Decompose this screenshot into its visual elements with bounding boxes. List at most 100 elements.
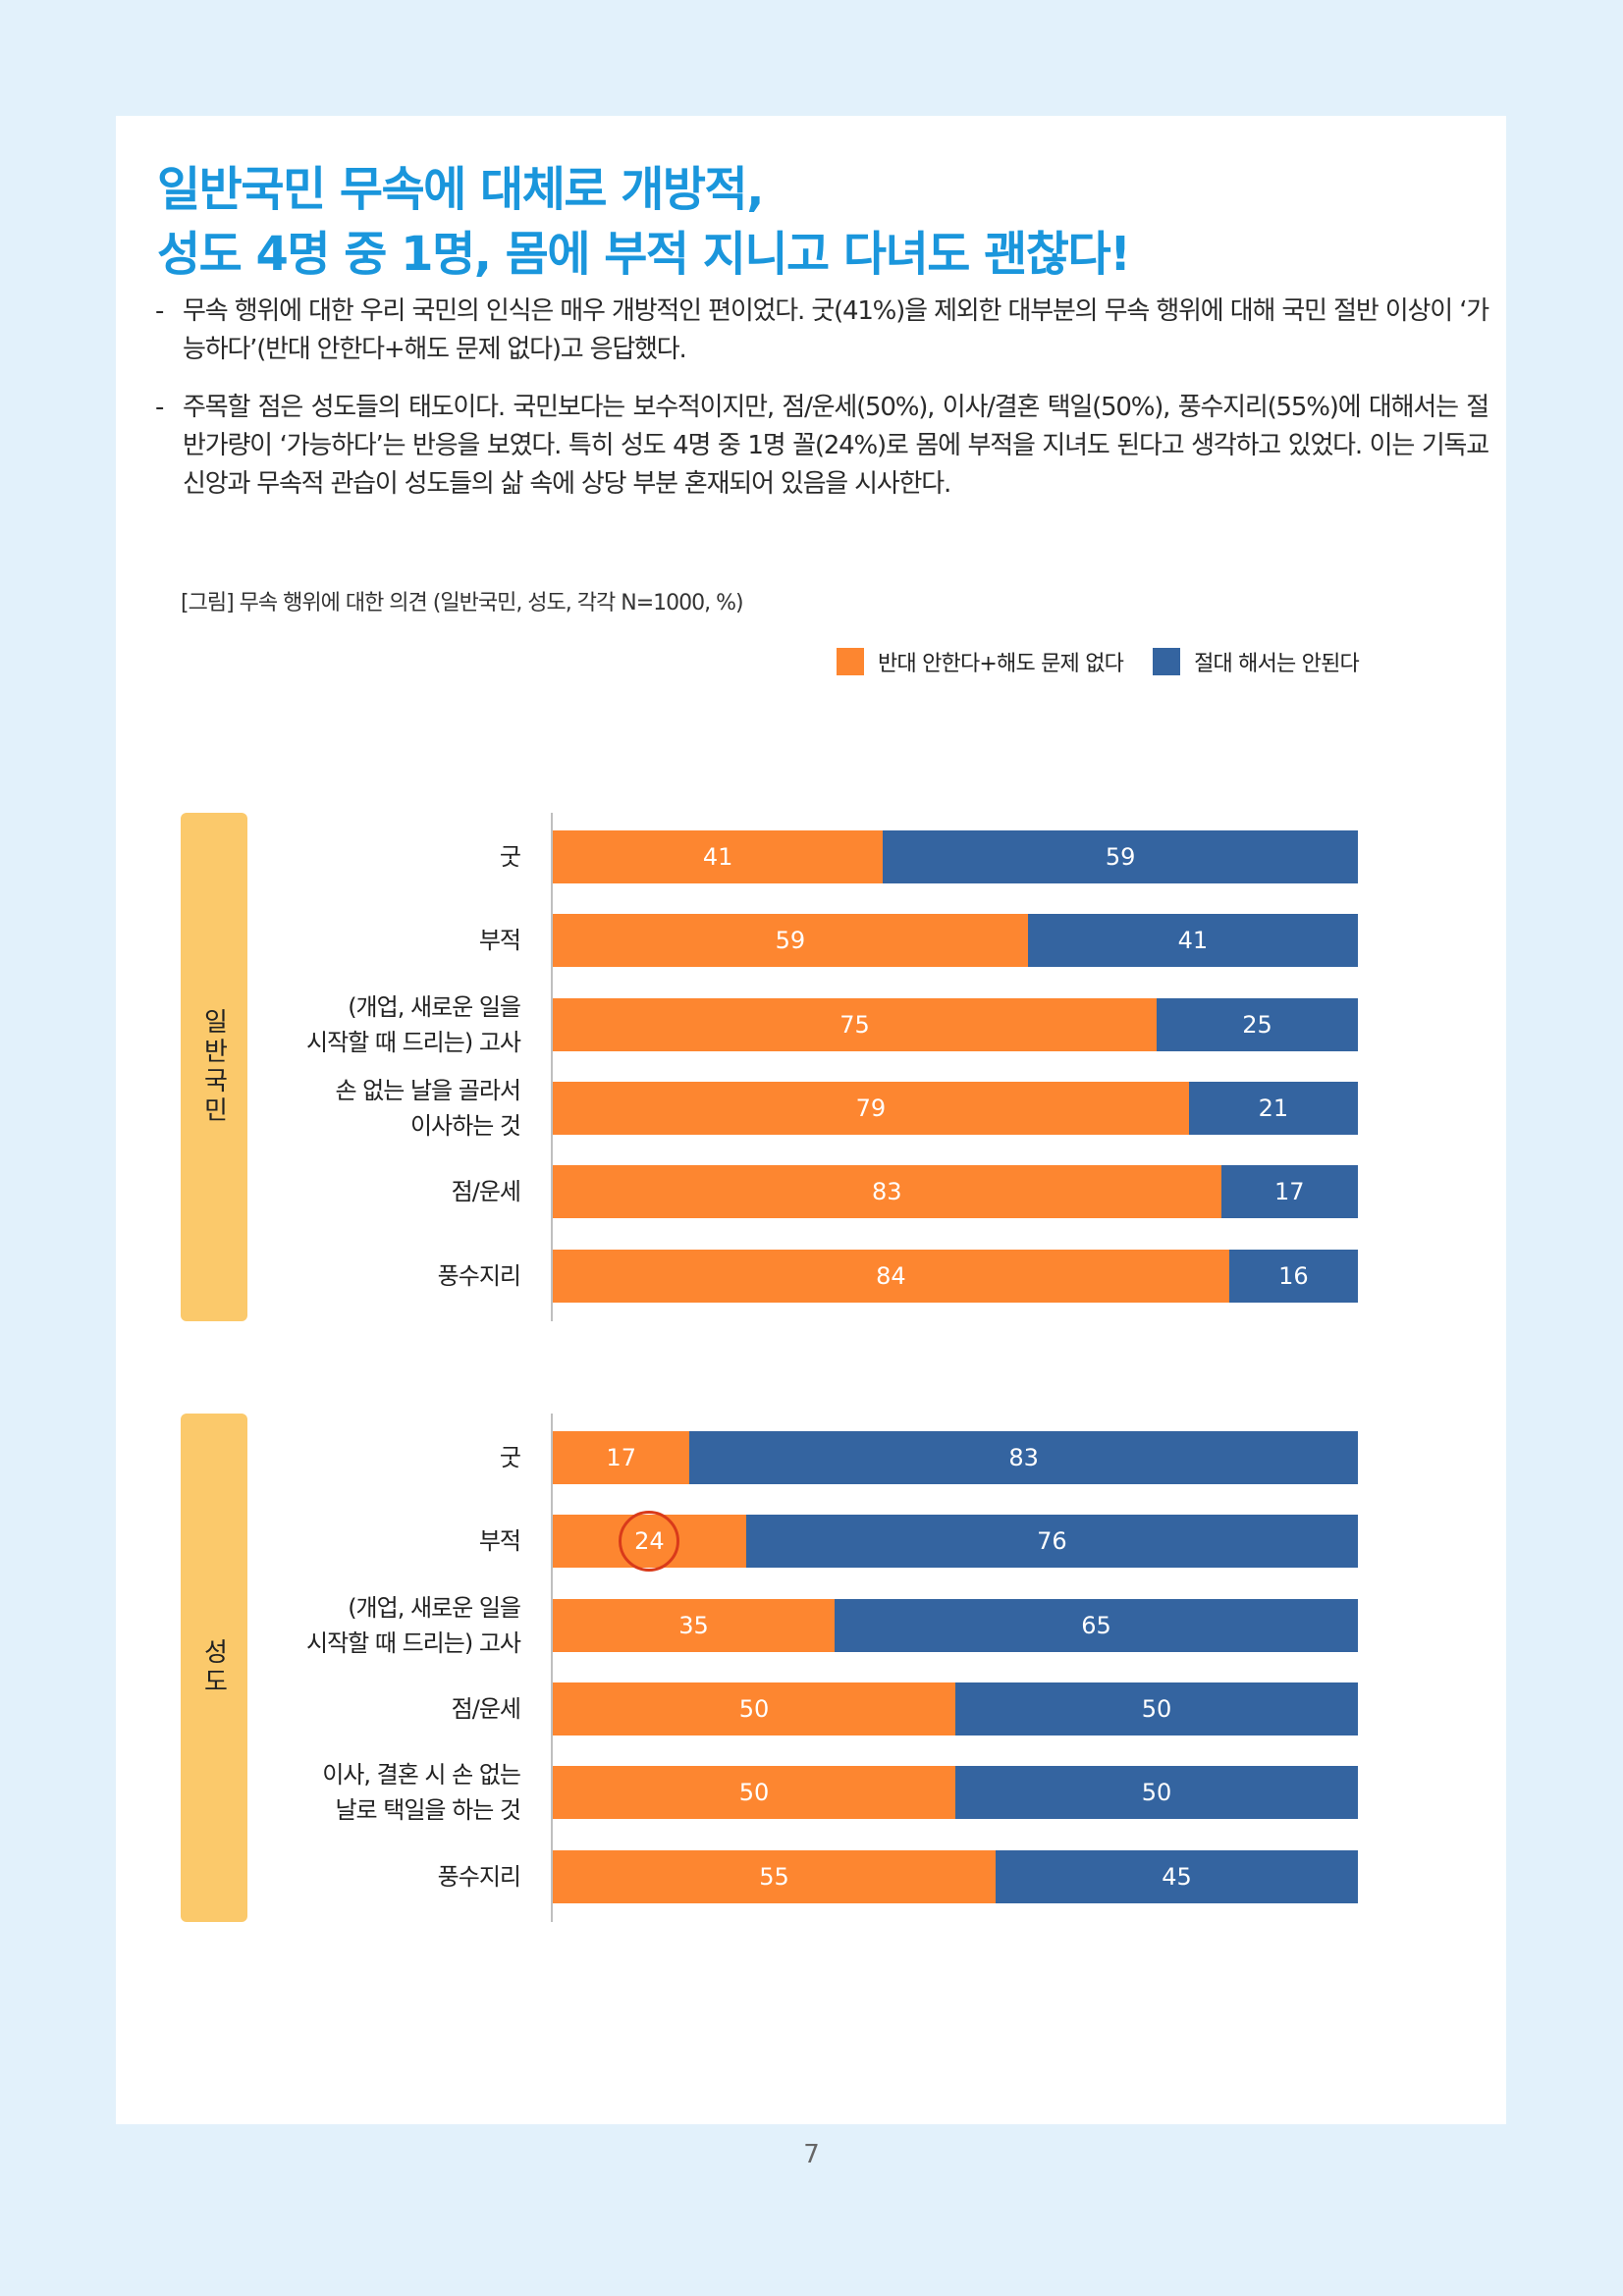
stacked-bar: 79 21 [553,1081,1358,1135]
figure-caption: [그림] 무속 행위에 대한 의견 (일반국민, 성도, 각각 N=1000, … [181,591,744,615]
title-line-2: 성도 4명 중 1명, 몸에 부적 지니고 다녀도 괜찮다! [157,227,1131,282]
category-label-line: 점/운세 [451,1694,521,1723]
data-label: 84 [876,1261,906,1290]
stacked-bar: 84 16 [553,1249,1358,1303]
category-label-line: (개업, 새로운 일을 [348,1593,521,1622]
bar-segment-forbidden: 21 [1188,1081,1358,1135]
bar-segment-forbidden: 50 [955,1766,1358,1820]
data-label: 65 [1081,1611,1111,1639]
group-label: 성도 [198,1638,229,1697]
category-label-line: 이사하는 것 [409,1111,521,1140]
bar-segment-forbidden: 17 [1220,1165,1358,1219]
data-label: 41 [1177,927,1209,955]
data-label: 35 [678,1611,709,1639]
category-label-line: 이사, 결혼 시 손 없는 [322,1761,521,1789]
data-label: 76 [1037,1527,1067,1556]
chart-axis [551,1414,553,1922]
stacked-bar: 35 65 [553,1598,1358,1652]
category-label-line: 시작할 때 드리는) 고사 [306,1028,521,1056]
stacked-bar: 24 76 [553,1515,1358,1569]
bar-segment-forbidden: 76 [745,1515,1358,1569]
category-label-line: 부적 [478,1527,521,1556]
chart-legend: 반대 안한다+해도 문제 없다 절대 해서는 안된다 [807,646,1360,677]
bullet-dash: - [155,296,164,326]
data-label: 59 [775,927,806,955]
data-label: 17 [1274,1178,1305,1206]
data-label: 50 [1141,1694,1172,1723]
bar-segment-allowed: 79 [553,1081,1189,1135]
stacked-bar: 50 50 [553,1682,1358,1735]
legend-item-allowed: 반대 안한다+해도 문제 없다 [837,646,1124,677]
stacked-bar: 17 83 [553,1431,1358,1484]
bar-segment-forbidden: 41 [1027,914,1358,968]
data-label: 45 [1162,1862,1192,1891]
stacked-bar: 59 41 [553,914,1358,968]
bar-segment-allowed: 55 [553,1849,996,1903]
data-label: 50 [738,1779,770,1807]
category-label: 점/운세 [226,1691,521,1727]
stacked-bar: 41 59 [553,830,1358,883]
stacked-bar: 75 25 [553,997,1358,1051]
bullet-item-2: - 주목할 점은 성도들의 태도이다. 국민보다는 보수적이지만, 점/운세(5… [155,389,1489,504]
data-label: 16 [1278,1261,1309,1290]
bar-segment-forbidden: 50 [955,1682,1358,1735]
bullet-text: 무속 행위에 대한 우리 국민의 인식은 매우 개방적인 편이었다. 굿(41%… [183,296,1489,364]
bar-segment-forbidden: 83 [689,1431,1358,1484]
group-tag: 성도 [181,1414,247,1922]
category-label: 굿 [226,1440,521,1475]
bar-segment-allowed: 83 [553,1165,1221,1219]
bar-segment-forbidden: 25 [1157,997,1358,1051]
bullet-text: 주목할 점은 성도들의 태도이다. 국민보다는 보수적이지만, 점/운세(50%… [183,393,1489,499]
data-label: 75 [839,1010,870,1039]
category-label-line: 부적 [478,927,521,955]
category-label: 굿 [226,839,521,875]
group-label: 일반국민 [198,1008,229,1126]
category-label-line: 풍수지리 [437,1261,521,1290]
data-label: 59 [1105,843,1136,871]
chart-axis [551,813,553,1321]
category-label: 부적 [226,1523,521,1559]
page-title: 일반국민 무속에 대체로 개방적, 성도 4명 중 1명, 몸에 부적 지니고 … [157,157,1473,287]
legend-item-forbidden: 절대 해서는 안된다 [1153,646,1360,677]
category-label-line: 손 없는 날을 골라서 [335,1076,521,1104]
data-label: 21 [1258,1094,1289,1122]
data-label: 50 [1141,1779,1172,1807]
category-label-line: 점/운세 [451,1178,521,1206]
data-label: 50 [738,1694,770,1723]
category-label-line: 굿 [499,843,521,871]
bar-segment-allowed: 59 [553,914,1028,968]
bar-segment-allowed: 17 [553,1431,690,1484]
stacked-bar: 83 17 [553,1165,1358,1219]
bar-segment-allowed: 50 [553,1766,955,1820]
bar-segment-forbidden: 65 [835,1598,1358,1652]
data-label: 83 [872,1178,902,1206]
data-label: 41 [702,843,733,871]
page: 일반국민 무속에 대체로 개방적, 성도 4명 중 1명, 몸에 부적 지니고 … [116,116,1506,2124]
legend-label: 절대 해서는 안된다 [1194,652,1360,676]
stacked-bar: 50 50 [553,1766,1358,1820]
category-label-line: 날로 택일을 하는 것 [335,1796,521,1825]
data-label: 17 [606,1444,636,1471]
legend-swatch-orange [837,648,865,675]
bullet-dash: - [155,393,164,422]
category-label-line: 굿 [499,1444,521,1471]
bar-segment-allowed: 75 [553,997,1157,1051]
category-label: 풍수지리 [226,1859,521,1895]
data-label: 83 [1008,1444,1039,1471]
bar-segment-allowed: 35 [553,1598,835,1652]
legend-swatch-blue [1153,648,1181,675]
title-line-1: 일반국민 무속에 대체로 개방적, [157,162,764,217]
stacked-bar: 55 45 [553,1849,1358,1903]
bar-segment-allowed: 50 [553,1682,955,1735]
bar-segment-forbidden: 59 [883,830,1358,883]
legend-label: 반대 안한다+해도 문제 없다 [878,652,1124,676]
group-tag: 일반국민 [181,813,247,1321]
category-label: 점/운세 [226,1174,521,1209]
category-label-line: 풍수지리 [437,1862,521,1891]
bar-segment-forbidden: 16 [1228,1249,1358,1303]
data-label: 25 [1242,1010,1272,1039]
category-label-line: (개업, 새로운 일을 [348,992,521,1021]
